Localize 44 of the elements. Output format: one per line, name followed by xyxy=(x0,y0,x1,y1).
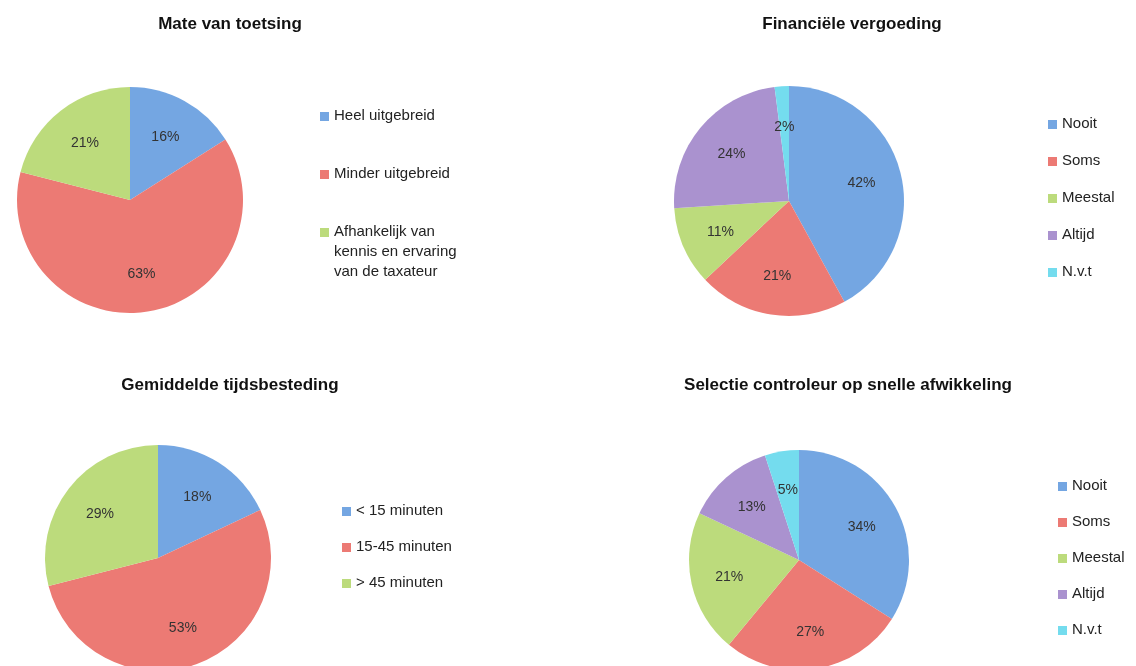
data-label: 16% xyxy=(151,127,180,144)
legend-label: Soms xyxy=(1062,150,1101,170)
chart-title: Selectie controleur op snelle afwikkeling xyxy=(683,375,1013,395)
pie-slice xyxy=(765,450,799,560)
legend-label: Altijd xyxy=(1062,224,1095,244)
data-label: 34% xyxy=(847,517,876,534)
legend-label: N.v.t xyxy=(1072,619,1102,639)
pie-slice xyxy=(705,201,845,316)
pie-slice xyxy=(20,87,130,200)
chart-title: Financiële vergoeding xyxy=(761,14,943,34)
data-label: 63% xyxy=(127,264,156,281)
data-label: 27% xyxy=(796,622,825,639)
legend-label: Meestal xyxy=(1062,187,1115,207)
legend-label: Meestal xyxy=(1072,547,1125,567)
legend-label: N.v.t xyxy=(1062,261,1092,281)
legend-label: Minder uitgebreid xyxy=(334,163,450,183)
pie-slice xyxy=(130,87,226,200)
data-label: 29% xyxy=(85,504,114,521)
legend-label: Soms xyxy=(1072,511,1111,531)
data-label: 13% xyxy=(737,498,766,515)
legend-label: Afhankelijk van kennis en ervaring van de taxateur xyxy=(334,221,458,281)
pie-slice xyxy=(799,450,909,619)
chart-title: Mate van toetsing xyxy=(157,14,303,34)
data-label: 21% xyxy=(763,266,792,283)
legend-label: > 45 minuten xyxy=(356,572,444,592)
data-label: 21% xyxy=(70,133,99,150)
chart-title: Gemiddelde tijdsbesteding xyxy=(120,375,340,395)
legend-label: Nooit xyxy=(1062,113,1098,133)
data-label: 42% xyxy=(847,174,876,191)
data-label: 21% xyxy=(715,567,744,584)
data-label: 2% xyxy=(774,118,795,135)
pie-slice xyxy=(17,139,243,313)
legend-label: Nooit xyxy=(1072,475,1108,495)
pie-slice xyxy=(699,455,799,560)
pie-slice xyxy=(674,201,789,280)
data-label: 18% xyxy=(183,487,212,504)
legend-label: Heel uitgebreid xyxy=(334,105,435,125)
legend-label: Altijd xyxy=(1072,583,1105,603)
data-label: 11% xyxy=(706,222,734,239)
data-label: 5% xyxy=(777,481,798,498)
data-label: 24% xyxy=(717,145,746,162)
legend-label: < 15 minuten xyxy=(356,500,444,520)
data-label: 53% xyxy=(168,619,197,636)
legend-label: 15-45 minuten xyxy=(356,536,452,556)
